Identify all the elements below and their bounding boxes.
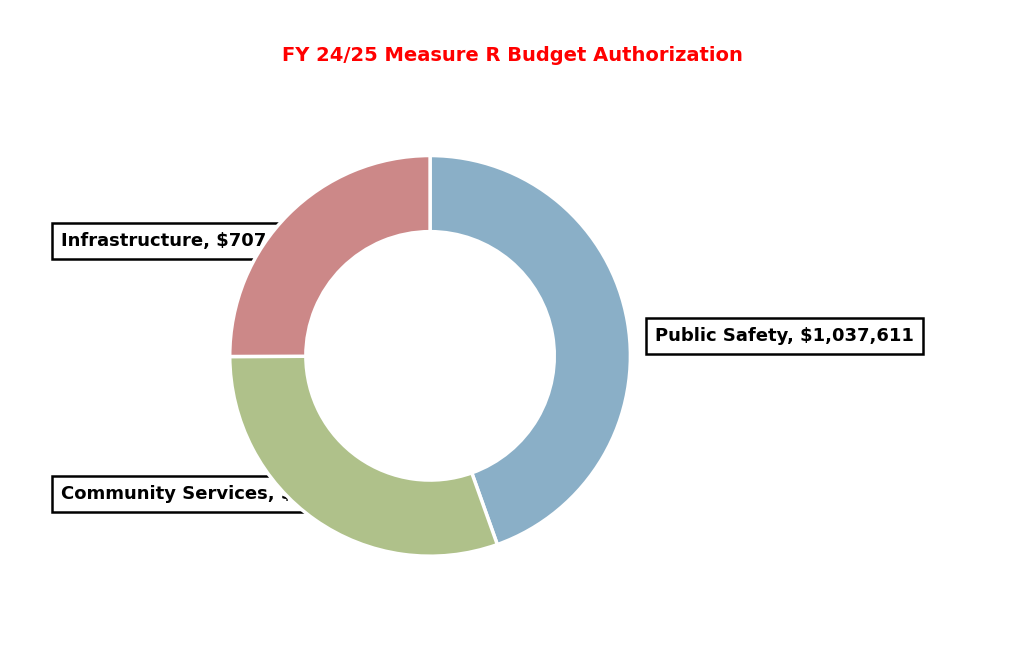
Text: Public Safety, $1,037,611: Public Safety, $1,037,611: [655, 327, 914, 345]
Text: Community Services, $583,464: Community Services, $583,464: [61, 485, 376, 503]
Wedge shape: [229, 357, 498, 556]
Wedge shape: [430, 156, 631, 544]
Text: Infrastructure, $707,917: Infrastructure, $707,917: [61, 231, 311, 250]
Wedge shape: [229, 156, 430, 357]
Text: FY 24/25 Measure R Budget Authorization: FY 24/25 Measure R Budget Authorization: [282, 46, 742, 65]
